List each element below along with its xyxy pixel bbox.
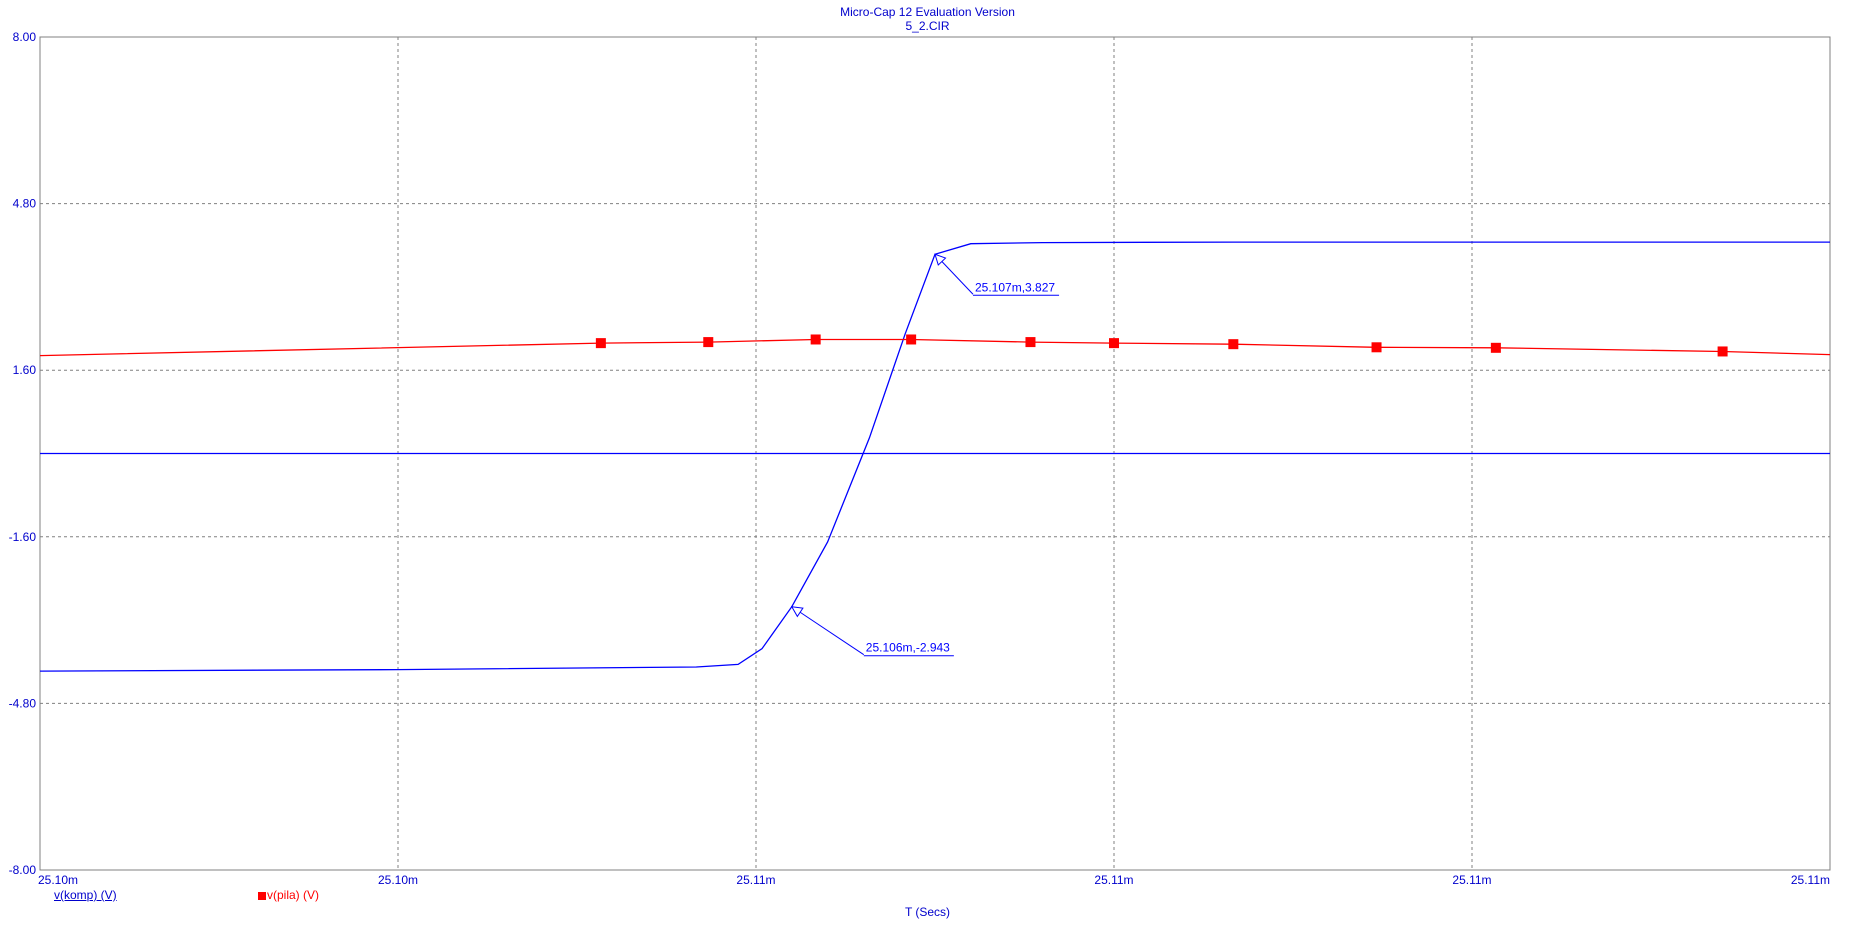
x-tick-label: 25.11m	[1791, 873, 1830, 887]
legend-komp[interactable]: v(komp) (V)	[54, 888, 117, 902]
annotation-label: 25.107m,3.827	[975, 280, 1055, 294]
pila-data-marker	[595, 338, 606, 349]
chart-subtitle: 5_2.CIR	[905, 19, 950, 33]
x-tick-label: 25.11m	[1094, 873, 1133, 887]
y-tick-label: 1.60	[13, 363, 37, 377]
pila-data-marker	[703, 337, 714, 348]
pila-data-marker	[1025, 337, 1036, 348]
y-tick-label: -4.80	[9, 696, 37, 710]
annotation-leader	[799, 611, 865, 656]
legend-pila-marker-icon	[258, 892, 266, 900]
legend-pila[interactable]: v(pila) (V)	[258, 888, 319, 902]
legend-pila-label: v(pila) (V)	[267, 888, 320, 902]
annotation-leader	[941, 261, 974, 295]
series-line-komp	[39, 241, 1830, 672]
annotation-label: 25.106m,-2.943	[866, 641, 950, 655]
annotation-arrow-icon	[790, 606, 804, 618]
y-tick-label: -1.60	[9, 530, 37, 544]
x-tick-label: 25.10m	[378, 873, 418, 887]
series-line-pila	[39, 338, 1831, 357]
pila-data-marker	[1371, 342, 1382, 353]
x-tick-label: 25.10m	[38, 873, 78, 887]
pila-data-marker	[906, 334, 917, 345]
x-tick-label: 25.11m	[736, 873, 775, 887]
y-tick-label: -8.00	[9, 863, 37, 877]
pila-data-marker	[1490, 342, 1501, 353]
y-tick-label: 8.00	[13, 30, 37, 44]
x-tick-label: 25.11m	[1452, 873, 1491, 887]
x-axis-label: T (Secs)	[904, 905, 951, 919]
pila-data-marker	[810, 334, 821, 345]
pila-data-marker	[1109, 338, 1119, 349]
legend-komp-label: v(komp) (V)	[54, 888, 117, 902]
pila-data-marker	[1228, 339, 1239, 350]
y-tick-label: 4.80	[13, 197, 37, 211]
pila-data-marker	[1717, 346, 1728, 357]
chart-title: Micro-Cap 12 Evaluation Version	[840, 5, 1015, 19]
